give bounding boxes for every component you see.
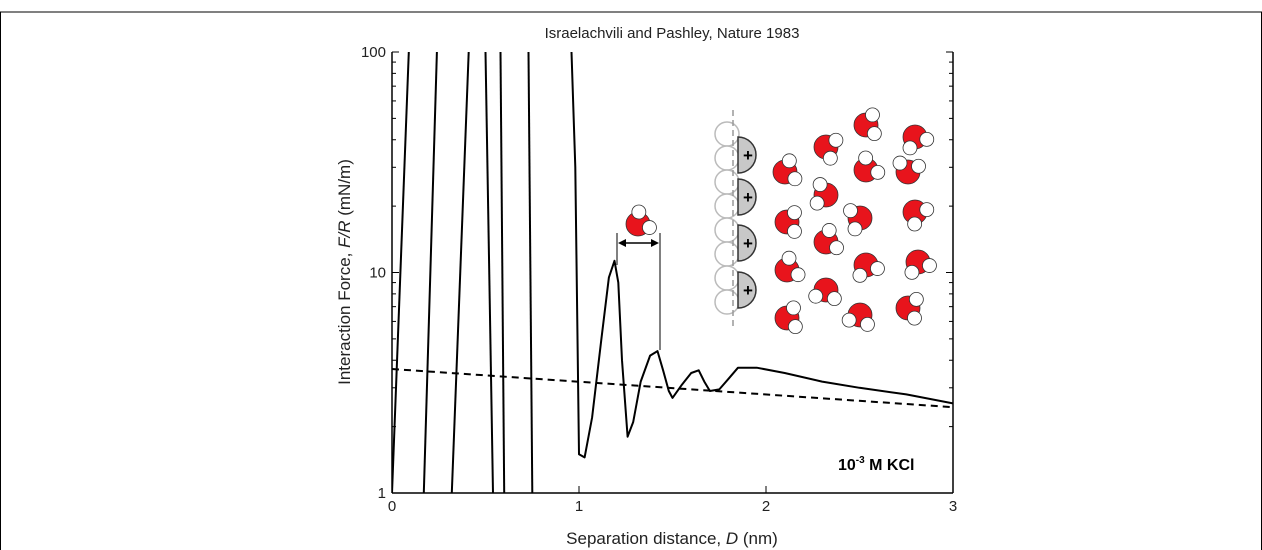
surface-atom xyxy=(714,121,740,147)
hydrogen xyxy=(907,310,922,326)
hydrogen xyxy=(828,132,844,148)
hydrogen xyxy=(826,291,842,307)
hydrogen xyxy=(902,140,918,156)
ion-charge: + xyxy=(743,188,753,207)
hydrogen xyxy=(911,158,926,174)
hydrogen xyxy=(904,264,920,280)
hydrogen xyxy=(829,240,844,256)
curve xyxy=(570,51,953,459)
hydrogen xyxy=(809,195,825,211)
ion xyxy=(737,178,757,216)
water-molecule xyxy=(774,205,802,239)
hydrogen xyxy=(870,261,885,276)
illustration: + + + + xyxy=(616,107,937,350)
curve xyxy=(499,51,506,493)
x-tick-label: 3 xyxy=(949,498,957,515)
hydrogen xyxy=(843,203,858,219)
water-molecule xyxy=(813,132,844,166)
hydrogen xyxy=(781,250,797,266)
water-molecule xyxy=(772,153,803,187)
water-molecule xyxy=(902,124,935,156)
hydrogen xyxy=(847,221,863,237)
hydrogen xyxy=(907,216,923,232)
x-tick-label: 1 xyxy=(575,498,583,515)
ion xyxy=(737,136,757,174)
surface-atom xyxy=(714,193,740,219)
hydrogen xyxy=(787,205,802,221)
y-tick-label: 10 xyxy=(369,265,386,282)
surface-atom xyxy=(714,241,740,267)
hydrogen xyxy=(852,267,868,283)
y-tick-label: 1 xyxy=(378,485,386,502)
surface-atom xyxy=(714,265,740,291)
x-tick-label: 2 xyxy=(762,498,770,515)
water-molecule xyxy=(895,291,924,326)
hydrogen xyxy=(870,164,886,180)
ion-charge: + xyxy=(743,146,753,165)
hydrogen xyxy=(866,126,882,142)
hydrogen xyxy=(822,150,838,166)
hydrogen xyxy=(892,155,908,171)
water-molecule xyxy=(843,203,873,237)
water-molecule xyxy=(841,302,875,332)
water-molecule xyxy=(774,300,803,335)
water-molecule xyxy=(774,250,806,283)
water-molecule xyxy=(892,155,926,185)
surface-atom xyxy=(714,289,740,315)
surface-atom xyxy=(714,145,740,171)
ion-charge: + xyxy=(743,281,753,300)
water-molecule xyxy=(904,249,937,280)
water-molecule xyxy=(813,223,844,256)
ion-charge: + xyxy=(743,234,753,253)
curve xyxy=(450,51,470,493)
hydrogen xyxy=(808,288,824,304)
chart-title: Israelachvili and Pashley, Nature 1983 xyxy=(545,25,800,42)
hydrogen xyxy=(919,202,935,218)
water-molecule xyxy=(853,107,882,142)
curve xyxy=(484,51,494,493)
annotation: 10-3 M KCl xyxy=(838,455,914,474)
hydrogen xyxy=(919,131,935,147)
ion xyxy=(737,224,757,262)
hydrogen xyxy=(787,223,802,239)
hydrogen xyxy=(787,171,803,187)
water-molecule xyxy=(809,177,839,211)
hydrogen xyxy=(821,223,837,238)
hydrogen xyxy=(922,258,937,273)
arrow-head xyxy=(618,239,626,247)
hydrogen xyxy=(858,150,874,166)
hydrogen xyxy=(781,153,797,169)
x-axis-label: Separation distance, D (nm) xyxy=(566,529,778,548)
y-axis-label: Interaction Force, F/R (mN/m) xyxy=(335,159,354,385)
hydrogen xyxy=(786,300,801,316)
curve xyxy=(422,51,438,493)
hydrogen xyxy=(812,177,828,192)
surface-atom xyxy=(714,217,740,243)
ion xyxy=(737,271,757,309)
hydrogen xyxy=(908,291,924,307)
hydrogen xyxy=(631,204,647,220)
water-molecule xyxy=(902,199,935,232)
hydrogen xyxy=(790,267,806,283)
frame xyxy=(0,11,1262,550)
water-molecule xyxy=(852,252,885,283)
water-molecule xyxy=(808,277,842,307)
curve xyxy=(527,51,534,493)
water-molecule xyxy=(853,150,886,183)
hydrogen xyxy=(787,319,803,335)
hydrogen xyxy=(841,312,857,328)
hydrogen xyxy=(865,107,880,123)
surface-atom xyxy=(714,169,740,195)
y-tick-label: 100 xyxy=(361,44,386,61)
x-tick-label: 0 xyxy=(388,498,396,515)
curve xyxy=(392,51,410,493)
curve xyxy=(392,368,953,409)
arrow-head xyxy=(651,239,659,247)
hydrogen xyxy=(860,316,875,332)
water-molecule xyxy=(625,204,657,237)
hydrogen xyxy=(642,220,657,235)
